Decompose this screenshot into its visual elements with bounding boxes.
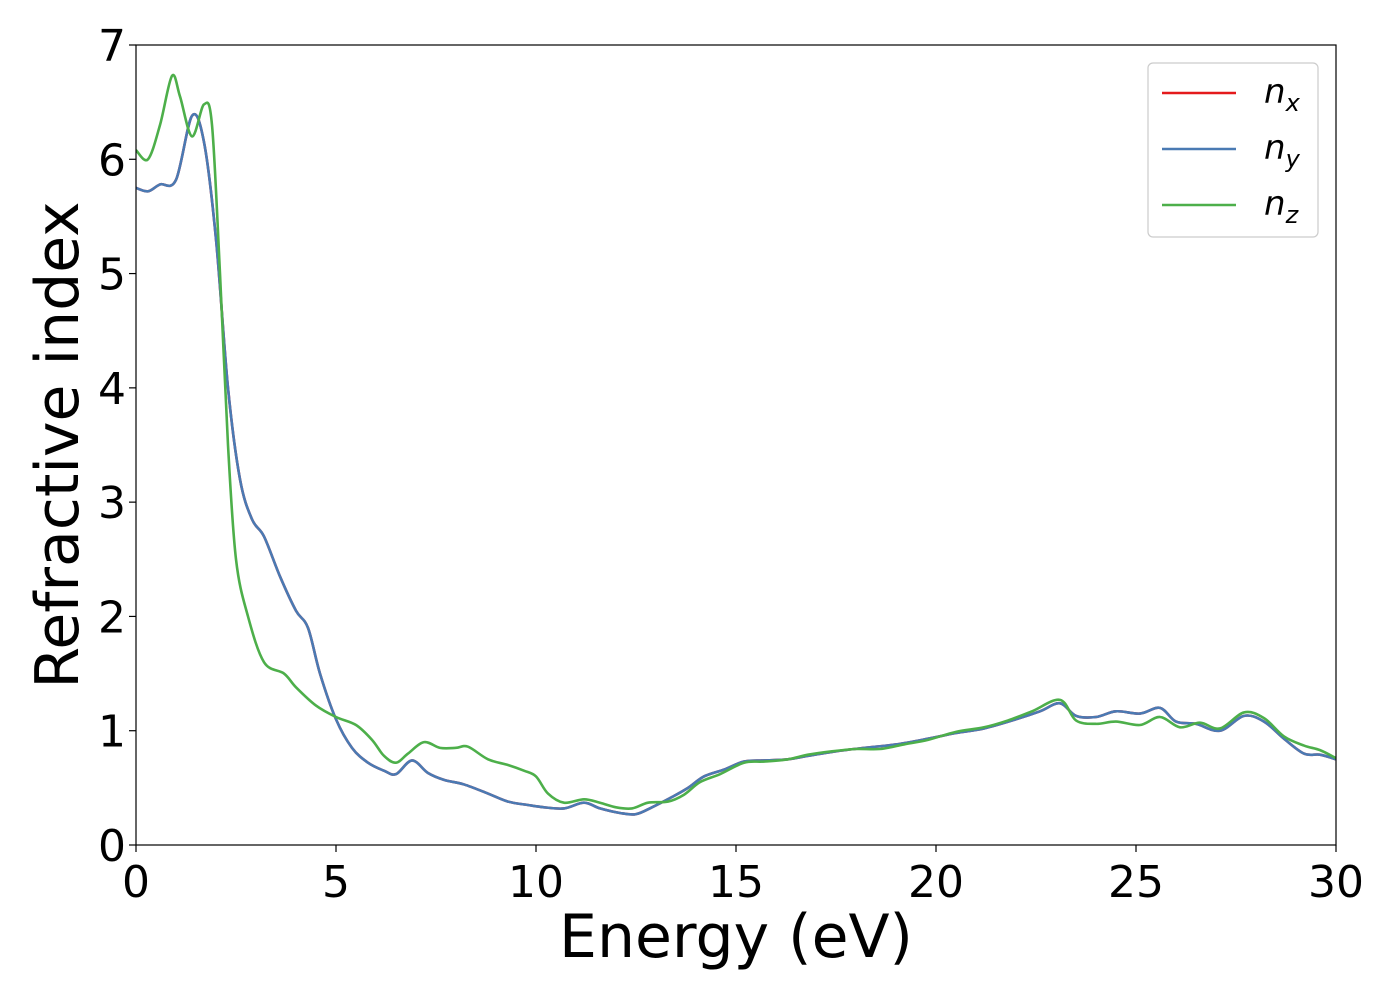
y-axis-title: Refractive index <box>23 201 93 688</box>
x-tick-label: 15 <box>708 857 764 908</box>
x-tick-label: 25 <box>1108 857 1164 908</box>
series-line-n-y <box>136 113 1336 816</box>
legend-label: ny <box>1264 128 1301 173</box>
y-tick-label: 3 <box>98 478 126 529</box>
series-line-n-z <box>136 73 1336 811</box>
x-axis-title: Energy (eV) <box>559 902 913 972</box>
x-tick-label: 10 <box>508 857 564 908</box>
x-tick-label: 5 <box>322 857 350 908</box>
y-tick-label: 7 <box>98 21 126 72</box>
series-layer <box>136 73 1336 816</box>
legend-label: nz <box>1264 184 1300 229</box>
y-tick-label: 6 <box>98 135 126 186</box>
y-tick-label: 1 <box>98 707 126 758</box>
y-tick-label: 0 <box>98 821 126 872</box>
x-tick-label: 0 <box>122 857 150 908</box>
legend-label: nx <box>1264 72 1301 117</box>
y-tick-label: 5 <box>98 250 126 301</box>
x-tick-label: 30 <box>1308 857 1364 908</box>
legend: nx ny nz <box>1147 62 1319 238</box>
y-tick-label: 4 <box>98 364 126 415</box>
axis-ticks: 0 5 10 15 20 25 30 0 1 2 3 4 5 6 7 <box>98 21 1364 908</box>
y-tick-label: 2 <box>98 592 126 643</box>
x-tick-label: 20 <box>908 857 964 908</box>
